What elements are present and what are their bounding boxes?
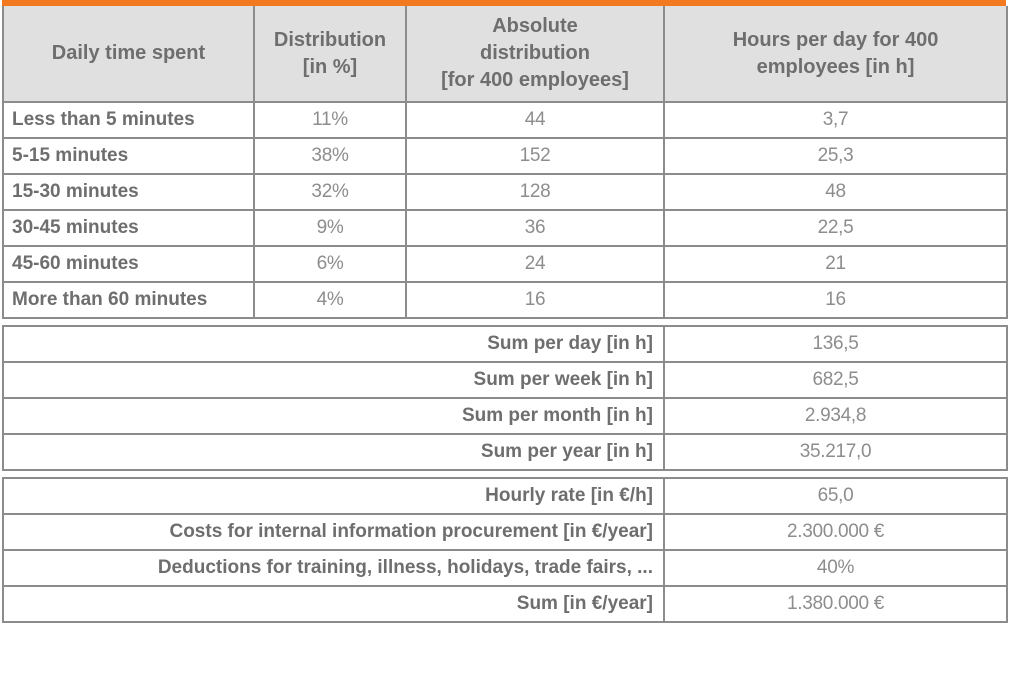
distribution-value: 6% [253,245,407,283]
cost-value: 40% [663,549,1008,587]
absolute-value: 128 [405,173,665,211]
row-label: Less than 5 minutes [2,101,255,139]
cost-value: 1.380.000 € [663,585,1008,623]
col-header-daily-time-spent: Daily time spent [2,6,255,103]
cost-value: 65,0 [663,477,1008,515]
row-label: More than 60 minutes [2,281,255,319]
hour-sums-table: Sum per day [in h] 136,5 Sum per week [i… [2,325,1008,471]
table-row: 30-45 minutes 9% 36 22,5 [2,209,1008,247]
time-distribution-table: Daily time spent Distribution [in %] Abs… [2,6,1008,319]
sum-label: Sum per year [in h] [2,433,665,471]
table-row: Sum per day [in h] 136,5 [2,325,1008,363]
cost-label: Sum [in €/year] [2,585,665,623]
cost-value: 2.300.000 € [663,513,1008,551]
hours-value: 25,3 [663,137,1008,175]
col-header-absolute-distribution: Absolute distribution [for 400 employees… [405,6,665,103]
absolute-value: 152 [405,137,665,175]
col-header-hours-per-day: Hours per day for 400 employees [in h] [663,6,1008,103]
col-header-distribution: Distribution [in %] [253,6,407,103]
sum-value: 136,5 [663,325,1008,363]
sum-value: 35.217,0 [663,433,1008,471]
absolute-value: 16 [405,281,665,319]
table-row: More than 60 minutes 4% 16 16 [2,281,1008,319]
absolute-value: 44 [405,101,665,139]
absolute-value: 36 [405,209,665,247]
sum-label: Sum per day [in h] [2,325,665,363]
sum-label: Sum per week [in h] [2,361,665,399]
distribution-value: 11% [253,101,407,139]
row-label: 30-45 minutes [2,209,255,247]
cost-calculation-table: Hourly rate [in €/h] 65,0 Costs for inte… [2,477,1008,623]
cost-label: Deductions for training, illness, holida… [2,549,665,587]
table-row: Sum per year [in h] 35.217,0 [2,433,1008,471]
header-row: Daily time spent Distribution [in %] Abs… [2,6,1008,103]
accent-bar [2,0,1006,6]
table-row: 45-60 minutes 6% 24 21 [2,245,1008,283]
table-row: Costs for internal information procureme… [2,513,1008,551]
distribution-value: 4% [253,281,407,319]
distribution-value: 9% [253,209,407,247]
absolute-value: 24 [405,245,665,283]
row-label: 45-60 minutes [2,245,255,283]
table-sheet: Daily time spent Distribution [in %] Abs… [2,0,1008,623]
table-row: 15-30 minutes 32% 128 48 [2,173,1008,211]
table-row: Sum per week [in h] 682,5 [2,361,1008,399]
table-row: 5-15 minutes 38% 152 25,3 [2,137,1008,175]
table-row: Sum per month [in h] 2.934,8 [2,397,1008,435]
sum-label: Sum per month [in h] [2,397,665,435]
hours-value: 3,7 [663,101,1008,139]
table-row: Less than 5 minutes 11% 44 3,7 [2,101,1008,139]
sum-value: 2.934,8 [663,397,1008,435]
sum-value: 682,5 [663,361,1008,399]
table-row: Sum [in €/year] 1.380.000 € [2,585,1008,623]
table-row: Deductions for training, illness, holida… [2,549,1008,587]
hours-value: 21 [663,245,1008,283]
row-label: 15-30 minutes [2,173,255,211]
table-row: Hourly rate [in €/h] 65,0 [2,477,1008,515]
row-label: 5-15 minutes [2,137,255,175]
cost-label: Costs for internal information procureme… [2,513,665,551]
distribution-value: 38% [253,137,407,175]
distribution-value: 32% [253,173,407,211]
hours-value: 16 [663,281,1008,319]
hours-value: 22,5 [663,209,1008,247]
hours-value: 48 [663,173,1008,211]
cost-label: Hourly rate [in €/h] [2,477,665,515]
